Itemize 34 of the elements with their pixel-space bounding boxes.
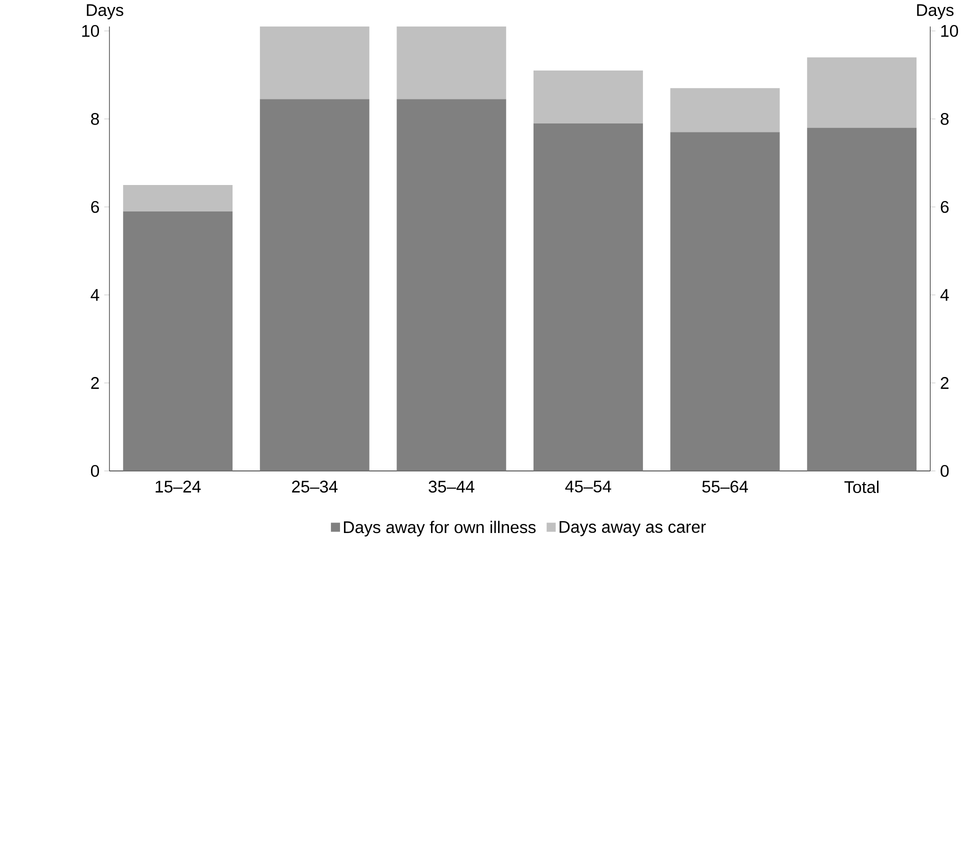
x-tick-label: 55–64 bbox=[702, 480, 748, 493]
y-tick-label: 10 bbox=[82, 25, 100, 38]
bar bbox=[670, 88, 780, 132]
y-tick-label: 0 bbox=[90, 465, 100, 478]
y2-tick-label: 10 bbox=[941, 25, 958, 38]
x-tick-label: 45–54 bbox=[565, 480, 612, 493]
bar bbox=[260, 26, 370, 100]
bar bbox=[123, 185, 233, 212]
bar bbox=[260, 99, 370, 472]
y2-axis-title: Days bbox=[917, 4, 954, 20]
y-axis-title: Days bbox=[86, 4, 124, 20]
bar bbox=[670, 132, 780, 472]
y2-tick-label: 6 bbox=[940, 201, 949, 214]
bar bbox=[396, 99, 506, 472]
y-tick-label: 2 bbox=[91, 377, 99, 389]
bar bbox=[534, 123, 643, 472]
y-tick-label: 8 bbox=[91, 113, 99, 126]
legend-label: Days away for own illness bbox=[344, 520, 536, 537]
legend-label: Days away as carer bbox=[560, 521, 706, 536]
y-tick-label: 4 bbox=[90, 289, 100, 301]
x-tick-label: 15–24 bbox=[156, 480, 201, 493]
bar bbox=[396, 26, 506, 100]
x-tick-label: Total bbox=[844, 480, 878, 494]
x-tick-label: 35–44 bbox=[428, 480, 474, 493]
bar bbox=[534, 70, 643, 124]
y2-tick-label: 2 bbox=[940, 377, 948, 389]
y2-tick-label: 4 bbox=[940, 289, 949, 301]
y2-tick-label: 0 bbox=[940, 465, 949, 478]
bar bbox=[123, 211, 233, 472]
y2-tick-label: 8 bbox=[940, 113, 949, 126]
bar bbox=[807, 128, 917, 472]
bar bbox=[807, 57, 917, 128]
y-tick-label: 6 bbox=[91, 201, 99, 214]
x-tick-label: 25–34 bbox=[292, 480, 338, 493]
